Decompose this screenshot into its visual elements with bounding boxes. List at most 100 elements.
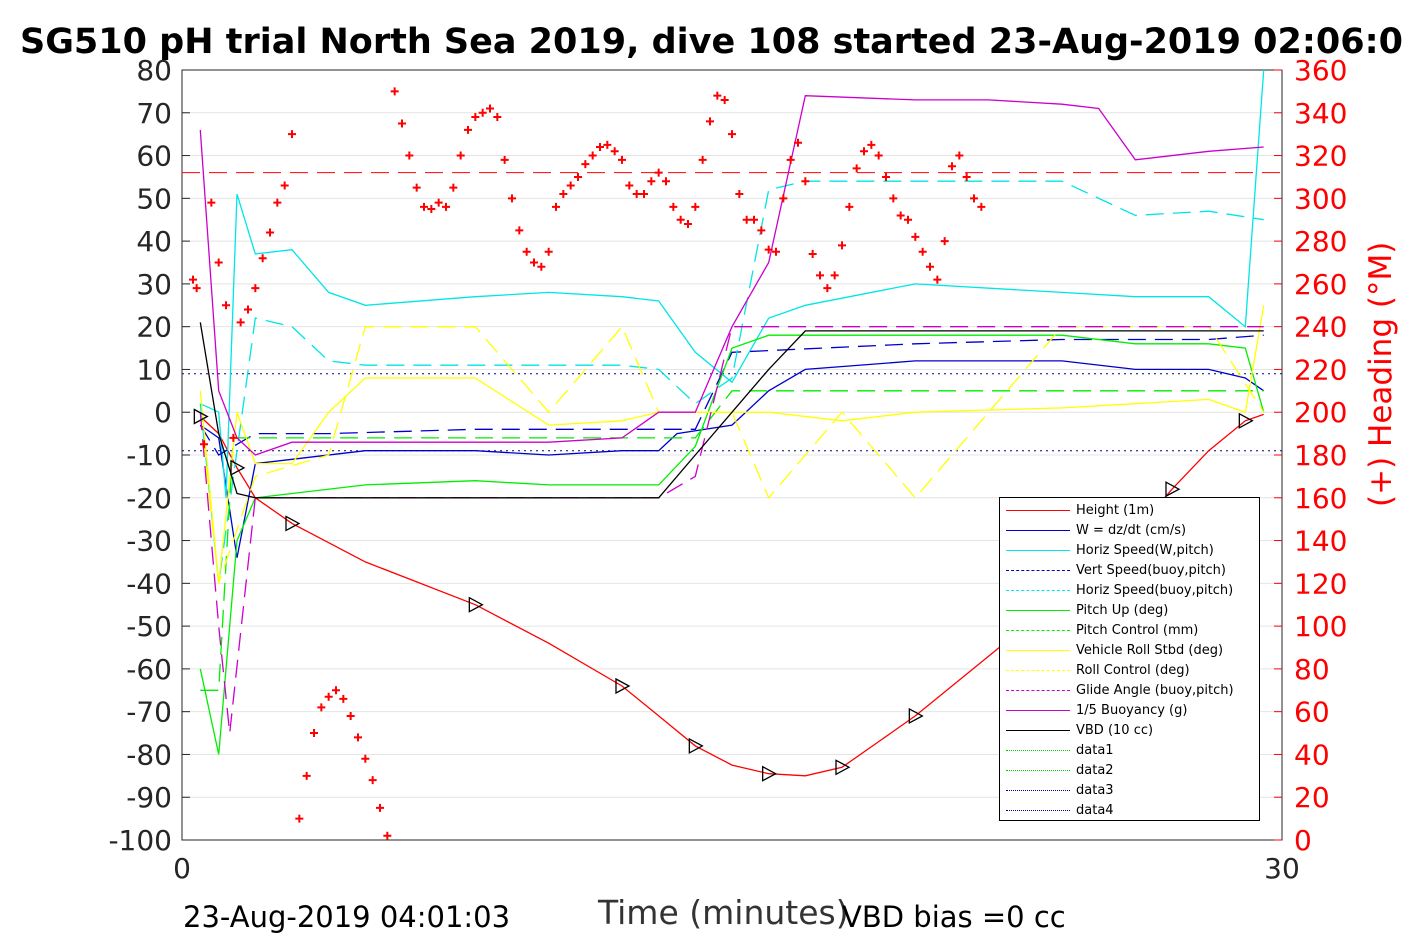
heading-point — [647, 177, 656, 186]
heading-point — [882, 172, 890, 181]
y2-tick-label: 300 — [1294, 182, 1347, 215]
heading-point — [786, 155, 795, 164]
heading-point — [471, 113, 480, 122]
y-tick-label: 20 — [136, 311, 172, 344]
heading-point — [442, 202, 450, 211]
legend-swatch — [1006, 790, 1070, 791]
y2-tick-label: 340 — [1294, 97, 1347, 130]
y-tick-label: -90 — [126, 781, 172, 814]
heading-point — [955, 151, 964, 160]
legend-label: Vert Speed(buoy,pitch) — [1076, 563, 1226, 578]
heading-point — [574, 172, 582, 181]
heading-point — [654, 168, 663, 177]
legend-swatch — [1006, 810, 1070, 811]
y2-tick-label: 40 — [1294, 738, 1330, 771]
legend-entry: Pitch Up (deg) — [1000, 601, 1259, 621]
heading-point — [552, 202, 560, 211]
heading-point — [427, 205, 436, 214]
heading-point — [662, 177, 670, 186]
heading-point — [310, 729, 318, 738]
legend-entry: data4 — [1000, 801, 1259, 821]
heading-point — [412, 183, 421, 192]
heading-point — [258, 254, 267, 263]
heading-point — [918, 247, 927, 256]
heading-point — [720, 95, 729, 104]
heading-point — [478, 108, 487, 117]
heading-point — [926, 262, 934, 271]
legend-swatch — [1006, 610, 1070, 611]
heading-point — [398, 119, 406, 128]
legend-label: Height (1m) — [1076, 503, 1155, 518]
heading-point — [530, 258, 538, 267]
heading-point — [192, 284, 201, 293]
legend-swatch — [1006, 750, 1070, 751]
tick-labels: 80706050403020100-10-20-30-40-50-60-70-8… — [108, 54, 1347, 885]
legend-entry: Vehicle Roll Stbd (deg) — [1000, 641, 1259, 661]
x-axis-label: Time (minutes) — [598, 893, 849, 932]
heading-point — [317, 703, 326, 712]
y-tick-label: 10 — [136, 353, 172, 386]
heading-point — [508, 194, 516, 203]
heading-point — [302, 771, 311, 780]
y2-tick-label: 80 — [1294, 653, 1330, 686]
legend-label: Horiz Speed(W,pitch) — [1076, 543, 1214, 558]
legend-swatch — [1006, 630, 1070, 631]
legend-swatch — [1006, 770, 1070, 771]
y-tick-label: -100 — [108, 824, 172, 857]
heading-point — [559, 190, 568, 199]
legend-swatch — [1006, 670, 1070, 671]
legend-swatch — [1006, 590, 1070, 591]
heading-point — [544, 247, 553, 256]
y2-tick-label: 160 — [1294, 482, 1347, 515]
heading-point — [200, 440, 208, 449]
heading-point — [566, 181, 575, 190]
heading-point — [339, 694, 348, 703]
heading-point — [838, 241, 846, 250]
series-line-10 — [199, 95, 1264, 456]
legend: Height (1m) W = dz/dt (cm/s) Horiz Speed(W… — [999, 497, 1260, 821]
chart-title: SG510 pH trial North Sea 2019, dive 108 … — [20, 22, 1403, 62]
y-tick-label: -10 — [126, 439, 172, 472]
heading-point — [801, 177, 810, 186]
heading-point — [610, 147, 619, 156]
depth-marker — [285, 515, 301, 532]
legend-label: Pitch Up (deg) — [1076, 603, 1169, 618]
y2-tick-label: 360 — [1294, 54, 1347, 87]
heading-point — [970, 194, 978, 203]
heading-point — [874, 151, 883, 160]
heading-point — [625, 181, 634, 190]
heading-point — [764, 245, 773, 254]
y2-tick-label: 120 — [1294, 567, 1347, 600]
y2-tick-label: 280 — [1294, 225, 1347, 258]
heading-point — [464, 125, 472, 134]
legend-entry: data2 — [1000, 761, 1259, 781]
series-line-2 — [200, 69, 1265, 498]
heading-point — [273, 198, 282, 207]
y2-tick-label: 60 — [1294, 696, 1330, 729]
heading-point — [280, 181, 289, 190]
heading-point — [948, 162, 956, 171]
heading-point — [207, 198, 216, 207]
legend-entry: Height (1m) — [1000, 501, 1259, 521]
y2-tick-label: 0 — [1294, 824, 1312, 857]
legend-label: 1/5 Buoyancy (g) — [1076, 703, 1188, 718]
heading-point — [713, 91, 722, 100]
depth-marker — [615, 677, 631, 695]
heading-point — [728, 130, 736, 139]
heading-point — [860, 147, 868, 156]
heading-point — [867, 140, 876, 149]
depth-marker — [1238, 412, 1254, 429]
series-line-11 — [199, 322, 1264, 499]
y-tick-label: 40 — [136, 225, 172, 258]
y2-tick-label: 320 — [1294, 140, 1347, 173]
heading-point — [808, 249, 817, 258]
x-tick-label: 30 — [1264, 852, 1300, 885]
heading-point — [295, 814, 304, 823]
series-line-1 — [199, 360, 1265, 558]
heading-point — [632, 190, 641, 199]
legend-label: data3 — [1076, 783, 1114, 798]
series-line-4 — [199, 180, 1264, 584]
legend-entry: Roll Control (deg) — [1000, 661, 1259, 681]
depth-marker — [1165, 481, 1181, 498]
series-line-5 — [199, 334, 1265, 755]
